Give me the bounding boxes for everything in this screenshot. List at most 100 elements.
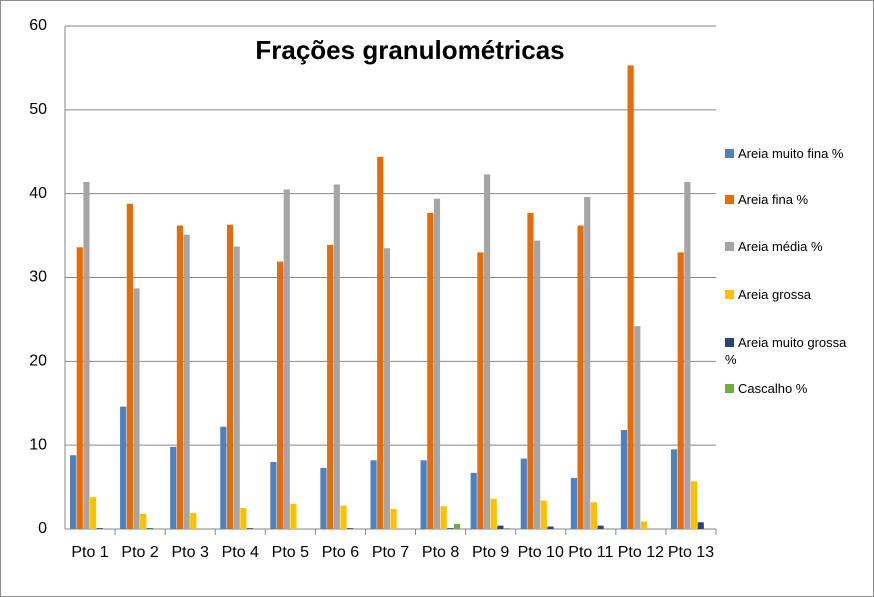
bar [577, 225, 584, 530]
bar [370, 460, 377, 529]
bar [90, 497, 97, 529]
bar [126, 203, 133, 529]
legend-swatch [725, 149, 734, 158]
x-tick-label: Pto 8 [422, 544, 459, 561]
bar [270, 461, 277, 529]
bar [246, 528, 254, 529]
bar [483, 174, 491, 529]
bar [220, 426, 227, 529]
legend-label: Cascalho % [738, 381, 808, 396]
legend-swatch [725, 338, 734, 347]
legend-label: Areia grossa [738, 287, 811, 302]
legend-item: Areia fina % [725, 191, 858, 208]
bar [504, 528, 511, 529]
bar [677, 252, 684, 529]
bar [627, 65, 634, 529]
y-tick-label: 30 [29, 269, 47, 286]
legend-label: Areia média % [738, 239, 823, 254]
x-tick-label: Pto 10 [518, 544, 564, 561]
legend-label: Areia muito grossa % [725, 335, 847, 367]
bar [327, 244, 334, 529]
y-tick-label: 20 [29, 353, 47, 370]
bar [183, 234, 190, 529]
bar [447, 528, 454, 529]
bar [176, 225, 184, 530]
bar [320, 467, 327, 529]
bar [420, 460, 427, 529]
bar [477, 252, 484, 529]
bar [226, 224, 234, 529]
chart-title: Frações granulométricas [255, 35, 564, 65]
bar [76, 247, 83, 529]
x-tick-label: Pto 12 [618, 544, 664, 561]
bar [276, 261, 284, 529]
y-tick-label: 0 [38, 520, 47, 537]
bar [190, 513, 197, 529]
bar [597, 525, 604, 529]
bar [520, 458, 527, 529]
bar [377, 156, 384, 529]
legend-swatch [725, 242, 734, 251]
legend-item: Cascalho % [725, 380, 858, 397]
bar [570, 477, 577, 529]
bar [527, 212, 534, 529]
legend-item: Areia grossa [725, 286, 858, 303]
legend-swatch [725, 290, 734, 299]
bar [233, 246, 240, 529]
legend-item: Areia muito fina % [725, 145, 858, 162]
legend-label: Areia fina % [738, 192, 809, 207]
bar [584, 197, 591, 529]
bar [433, 198, 441, 530]
bar [347, 528, 354, 529]
bar [670, 449, 678, 529]
y-tick-label: 60 [29, 17, 47, 34]
y-tick-label: 40 [29, 185, 47, 202]
x-tick-label: Pto 4 [222, 544, 259, 561]
x-tick-label: Pto 7 [372, 544, 409, 561]
bar [427, 212, 434, 529]
bar [490, 498, 497, 529]
x-tick-label: Pto 6 [322, 544, 359, 561]
bar [83, 181, 90, 529]
x-tick-label: Pto 1 [71, 544, 108, 561]
bar [690, 481, 698, 529]
bar [283, 189, 290, 529]
bar [697, 522, 704, 529]
bar [684, 181, 691, 529]
bar [133, 288, 140, 529]
bar [540, 500, 547, 529]
x-tick-label: Pto 11 [568, 544, 613, 561]
bar [340, 505, 347, 529]
bar [146, 528, 153, 529]
x-tick-label: Pto 9 [472, 544, 509, 561]
bar [333, 184, 340, 529]
bar [620, 430, 628, 529]
x-tick-label: Pto 3 [172, 544, 209, 561]
bar [470, 472, 477, 529]
x-tick-label: Pto 2 [121, 544, 158, 561]
bar [640, 521, 648, 529]
bar [440, 506, 447, 529]
bar [534, 240, 541, 529]
bar [120, 406, 127, 529]
y-tick-label: 50 [29, 101, 47, 118]
bar [547, 526, 554, 529]
bar [290, 503, 297, 529]
bar [170, 446, 177, 529]
x-tick-label: Pto 13 [668, 544, 714, 561]
legend-label: Areia muito fina % [738, 146, 844, 161]
legend-item: Areia média % [725, 238, 858, 255]
bar [634, 326, 641, 529]
bar [70, 455, 77, 529]
y-tick-label: 10 [29, 436, 47, 453]
bar [390, 508, 397, 529]
bar [590, 502, 597, 529]
bar [497, 525, 504, 529]
bar [453, 523, 461, 529]
legend-swatch [725, 195, 734, 204]
legend-swatch [725, 384, 734, 393]
bar [383, 248, 390, 530]
bar [140, 513, 147, 529]
legend-item: Areia muito grossa % [725, 334, 858, 368]
